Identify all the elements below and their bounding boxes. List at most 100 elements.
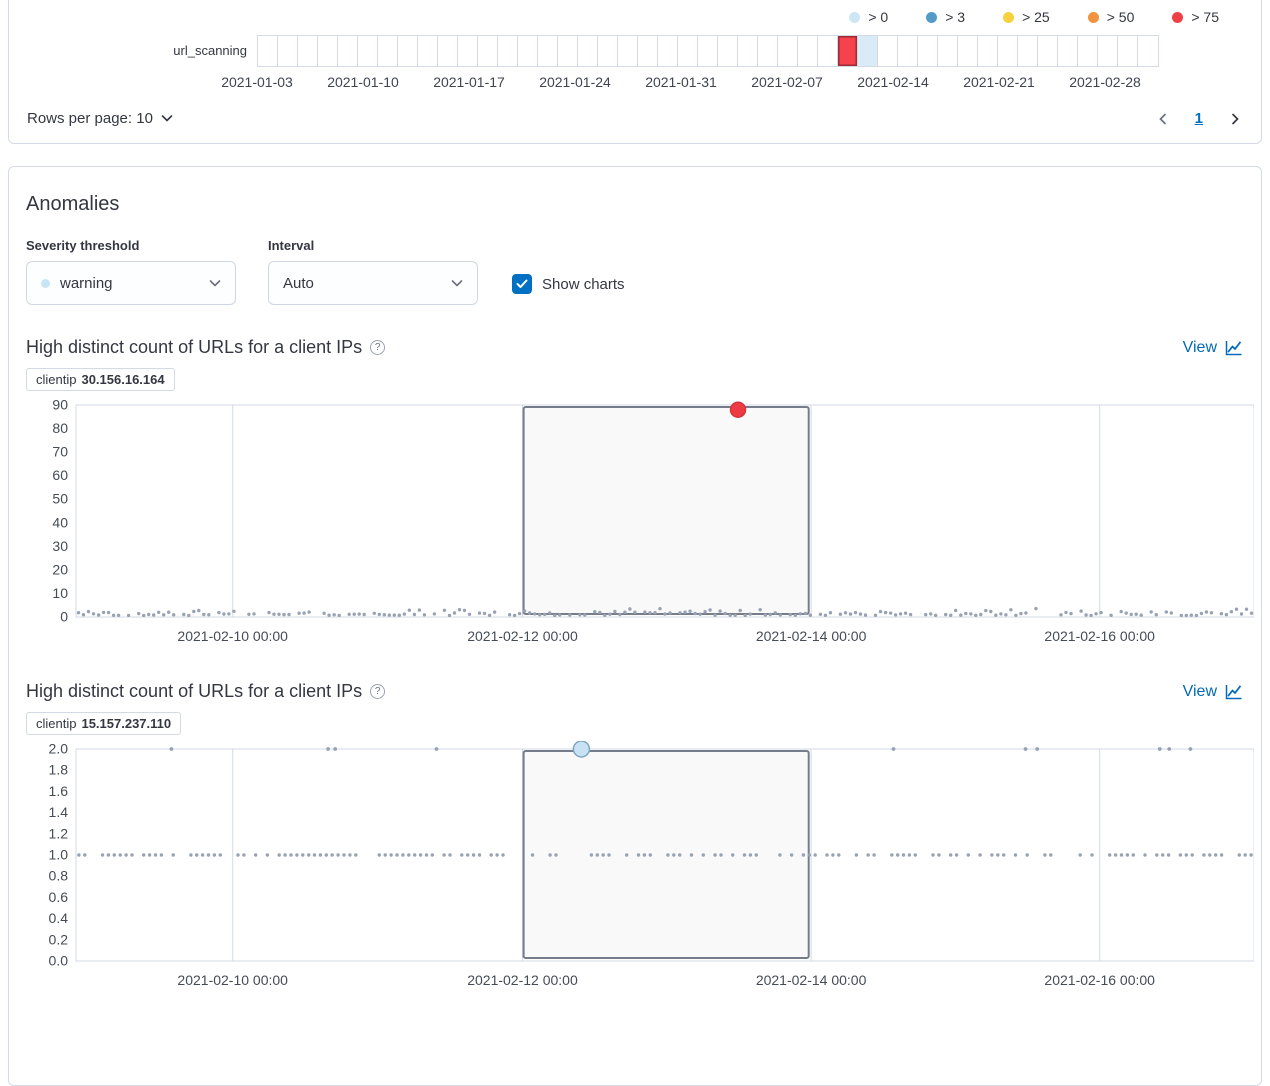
swimlane-cell[interactable] bbox=[838, 36, 858, 66]
swimlane-axis: 2021-01-03 2021-01-10 2021-01-17 2021-01-24… bbox=[221, 74, 1159, 96]
swimlane-cell[interactable] bbox=[298, 36, 318, 66]
swimlane-cell[interactable] bbox=[998, 36, 1018, 66]
swimlane-cell[interactable] bbox=[378, 36, 398, 66]
svg-text:0.2: 0.2 bbox=[49, 931, 69, 947]
swimlane-cell[interactable] bbox=[698, 36, 718, 66]
swimlane-cell[interactable] bbox=[778, 36, 798, 66]
swimlane-axis-label: 2021-01-03 bbox=[221, 74, 293, 90]
help-icon[interactable]: ? bbox=[370, 340, 386, 355]
svg-text:0: 0 bbox=[60, 609, 68, 625]
swimlane-cell[interactable] bbox=[738, 36, 758, 66]
swimlane-cell[interactable] bbox=[798, 36, 818, 66]
svg-text:2021-02-10 00:00: 2021-02-10 00:00 bbox=[177, 972, 288, 988]
next-page-button[interactable] bbox=[1229, 113, 1241, 125]
swimlane-cells bbox=[257, 35, 1159, 67]
svg-text:2021-02-16 00:00: 2021-02-16 00:00 bbox=[1044, 972, 1155, 988]
panel-title: Anomalies bbox=[26, 193, 120, 215]
svg-text:50: 50 bbox=[52, 491, 68, 507]
anomaly-scatter-chart[interactable]: 2021-02-10 00:00 2021-02-12 00:00 2021-02-… bbox=[26, 741, 1254, 993]
view-link[interactable]: View bbox=[1183, 682, 1244, 702]
interval-select[interactable]: Auto bbox=[268, 261, 478, 305]
swimlane-axis-label: 2021-01-31 bbox=[645, 74, 717, 90]
swimlane-cell[interactable] bbox=[978, 36, 998, 66]
swimlane-cell[interactable] bbox=[1018, 36, 1038, 66]
help-icon[interactable]: ? bbox=[370, 684, 386, 699]
legend-label: > 50 bbox=[1106, 9, 1135, 25]
swimlane-cell[interactable] bbox=[358, 36, 378, 66]
legend-label: > 3 bbox=[945, 9, 966, 25]
chart-section-header: High distinct count of URLs for a client… bbox=[26, 681, 1244, 702]
view-link-label: View bbox=[1182, 338, 1217, 356]
swimlane-cell[interactable] bbox=[1058, 36, 1078, 66]
swimlane-cell[interactable] bbox=[658, 36, 678, 66]
severity-control: Severity threshold warning bbox=[26, 238, 236, 305]
chevron-down-icon bbox=[209, 279, 221, 287]
badge-value: 15.157.237.110 bbox=[81, 716, 172, 731]
swimlane-cell[interactable] bbox=[678, 36, 698, 66]
svg-text:40: 40 bbox=[52, 514, 68, 530]
swimlane-cell[interactable] bbox=[398, 36, 418, 66]
swimlane-cell[interactable] bbox=[278, 36, 298, 66]
svg-text:1.8: 1.8 bbox=[49, 762, 69, 778]
swimlane-cell[interactable] bbox=[638, 36, 658, 66]
swimlane-cell[interactable] bbox=[1038, 36, 1058, 66]
swimlane-cell[interactable] bbox=[1098, 36, 1118, 66]
legend-item: > 0 bbox=[849, 9, 888, 25]
swimlane-cell[interactable] bbox=[758, 36, 778, 66]
svg-text:0.0: 0.0 bbox=[49, 953, 69, 969]
swimlane-cell[interactable] bbox=[258, 36, 278, 66]
legend-item: > 50 bbox=[1087, 9, 1135, 25]
severity-dot-icon bbox=[1087, 11, 1099, 23]
severity-threshold-select[interactable]: warning bbox=[26, 261, 236, 305]
swimlane-cell[interactable] bbox=[478, 36, 498, 66]
svg-text:0.4: 0.4 bbox=[49, 910, 69, 926]
swimlane-cell[interactable] bbox=[718, 36, 738, 66]
swimlane-cell[interactable] bbox=[1078, 36, 1098, 66]
swimlane-cell[interactable] bbox=[338, 36, 358, 66]
swimlane-cell[interactable] bbox=[418, 36, 438, 66]
swimlane-row-label: url_scanning bbox=[173, 43, 247, 58]
view-link[interactable]: View bbox=[1183, 338, 1244, 358]
interval-label: Interval bbox=[268, 238, 315, 253]
swimlane-cell[interactable] bbox=[458, 36, 478, 66]
swimlane-cell[interactable] bbox=[918, 36, 938, 66]
swimlane-cell[interactable] bbox=[818, 36, 838, 66]
swimlane-axis-label: 2021-01-17 bbox=[433, 74, 505, 90]
swimlane-cell[interactable] bbox=[558, 36, 578, 66]
show-charts-checkbox[interactable] bbox=[512, 274, 532, 294]
svg-text:70: 70 bbox=[52, 444, 68, 460]
severity-legend: > 0 > 3 > 25 > 50 > 75 bbox=[9, 0, 1261, 33]
swimlane-axis-label: 2021-02-14 bbox=[857, 74, 929, 90]
swimlane-cell[interactable] bbox=[858, 36, 878, 66]
show-charts-checkbox-wrap[interactable]: Show charts bbox=[512, 274, 625, 294]
swimlane-cell[interactable] bbox=[318, 36, 338, 66]
chevron-down-icon bbox=[451, 279, 463, 287]
swimlane-cell[interactable] bbox=[878, 36, 898, 66]
swimlane-cell[interactable] bbox=[598, 36, 618, 66]
rows-per-page-label: Rows per page: 10 bbox=[27, 110, 153, 127]
pagination: 1 bbox=[1157, 110, 1241, 127]
swimlane-cell[interactable] bbox=[1138, 36, 1158, 66]
swimlane-cell[interactable] bbox=[538, 36, 558, 66]
severity-dot-icon bbox=[1003, 11, 1015, 23]
swimlane-cell[interactable] bbox=[958, 36, 978, 66]
swimlane-cell[interactable] bbox=[618, 36, 638, 66]
previous-page-button[interactable] bbox=[1157, 113, 1169, 125]
rows-per-page-button[interactable]: Rows per page: 10 bbox=[27, 110, 173, 127]
swimlane-cell[interactable] bbox=[1118, 36, 1138, 66]
anomaly-scatter-chart[interactable]: 2021-02-10 00:00 2021-02-12 00:00 2021-02-… bbox=[26, 397, 1254, 649]
swimlane-panel: > 0 > 3 > 25 > 50 > 75 url_scanning 2021-01-… bbox=[8, 0, 1262, 144]
swimlane-cell[interactable] bbox=[938, 36, 958, 66]
swimlane-cell[interactable] bbox=[438, 36, 458, 66]
swimlane: url_scanning 2021-01-03 2021-01-10 2021-01… bbox=[9, 35, 1261, 96]
svg-text:10: 10 bbox=[52, 585, 68, 601]
legend-item: > 75 bbox=[1172, 9, 1219, 25]
page-number[interactable]: 1 bbox=[1194, 110, 1203, 127]
svg-text:2021-02-14 00:00: 2021-02-14 00:00 bbox=[756, 628, 867, 644]
swimlane-cell[interactable] bbox=[518, 36, 538, 66]
interval-value: Auto bbox=[283, 274, 314, 292]
swimlane-cell[interactable] bbox=[578, 36, 598, 66]
chevron-right-icon bbox=[1232, 113, 1239, 124]
swimlane-cell[interactable] bbox=[898, 36, 918, 66]
swimlane-cell[interactable] bbox=[498, 36, 518, 66]
